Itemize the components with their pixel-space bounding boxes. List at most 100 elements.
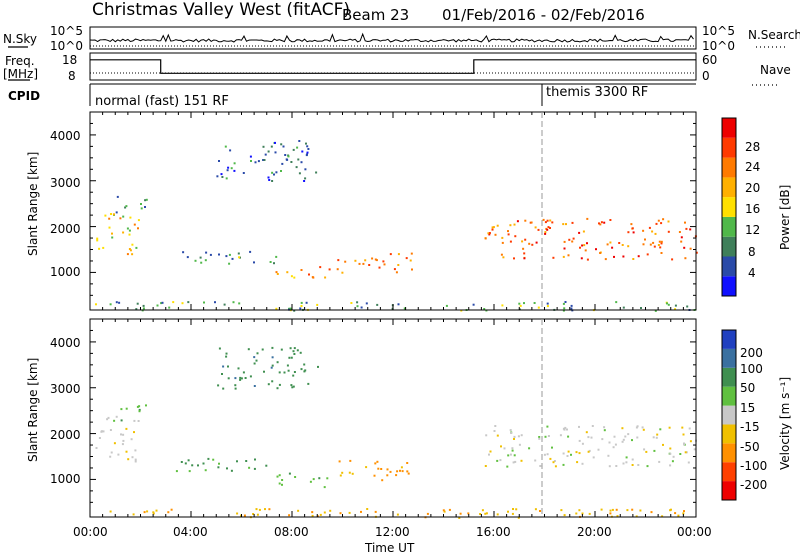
- echo-cell: [501, 236, 504, 239]
- echo-cell: [274, 151, 277, 154]
- echo-cell: [286, 271, 289, 274]
- plot-title: Christmas Valley West (fitACF): [92, 0, 350, 20]
- colorbar-swatch: [722, 348, 736, 368]
- echo-cell: [96, 239, 99, 242]
- echo-cell: [547, 226, 550, 229]
- echo-cell: [667, 303, 670, 306]
- echo-cell: [587, 436, 590, 439]
- echo-cell: [271, 346, 274, 349]
- echo-cell: [496, 224, 499, 227]
- echo-cell: [609, 219, 612, 221]
- echo-cell: [300, 305, 303, 307]
- echo-cell: [491, 228, 494, 231]
- echo-cell: [339, 512, 342, 515]
- echo-cell: [562, 309, 565, 312]
- echo-cell: [563, 240, 566, 243]
- echo-cell: [222, 387, 225, 390]
- colorbar-swatch: [722, 367, 736, 387]
- velocity-cbar-tick-100: 100: [740, 362, 763, 376]
- echo-cell: [214, 301, 216, 304]
- echo-cell: [588, 449, 591, 452]
- echo-cell: [207, 457, 210, 460]
- velocity-tick-marks: [89, 318, 697, 517]
- echo-cell: [637, 464, 640, 466]
- echo-cell: [187, 459, 190, 462]
- echo-cell: [275, 307, 278, 310]
- echo-cell: [133, 431, 135, 434]
- echo-cell: [653, 245, 656, 248]
- colorbar-swatch: [722, 157, 736, 178]
- echo-cell: [567, 435, 570, 438]
- noise-panel-frame: [89, 26, 697, 50]
- echo-cell: [389, 470, 392, 473]
- echo-cell: [488, 453, 490, 456]
- echo-cell: [292, 148, 295, 151]
- echo-cell: [562, 427, 565, 430]
- x-axis-label: Time UT: [364, 541, 415, 554]
- echo-cell: [481, 509, 484, 512]
- echo-cell: [303, 180, 306, 182]
- echo-cell: [582, 230, 585, 233]
- echo-cell: [503, 447, 506, 450]
- freq-right-tick-top: 60: [702, 53, 717, 67]
- echo-cell: [263, 370, 265, 373]
- echo-cell: [652, 241, 655, 244]
- echo-cell: [611, 508, 614, 511]
- echo-cell: [632, 231, 635, 234]
- echo-cell: [683, 246, 686, 249]
- echo-cell: [659, 246, 662, 249]
- echo-cell: [507, 454, 510, 457]
- echo-cell: [674, 512, 677, 515]
- echo-cell: [546, 302, 549, 305]
- echo-cell: [631, 458, 634, 461]
- echo-cell: [671, 258, 674, 261]
- echo-cell: [271, 356, 274, 359]
- echo-cell: [290, 275, 293, 278]
- echo-cell: [293, 371, 296, 373]
- echo-cell: [680, 236, 683, 239]
- echo-cell: [339, 474, 342, 477]
- echo-cell: [655, 222, 658, 225]
- echo-cell: [546, 453, 549, 456]
- echo-cell: [236, 460, 238, 463]
- echo-cell: [284, 154, 287, 156]
- echo-cell: [570, 307, 573, 310]
- echo-cell: [140, 207, 143, 210]
- echo-cell: [228, 253, 231, 256]
- echo-cell: [657, 244, 660, 246]
- echo-cell: [507, 230, 509, 233]
- noise-left-tick-top: 10^5: [50, 24, 83, 38]
- echo-cell: [509, 429, 512, 432]
- echo-cell: [249, 155, 252, 158]
- echo-cell: [586, 217, 589, 220]
- echo-cell: [290, 356, 293, 359]
- echo-cell: [693, 448, 696, 451]
- echo-cell: [137, 420, 140, 422]
- echo-cell: [268, 179, 271, 181]
- echo-cell: [229, 149, 232, 152]
- echo-cell: [621, 440, 624, 443]
- echo-cell: [375, 259, 378, 262]
- colorbar-swatch: [722, 118, 736, 138]
- echo-cell: [538, 437, 541, 440]
- echo-cell: [144, 199, 147, 202]
- echo-cell: [563, 514, 566, 517]
- echo-cell: [222, 365, 225, 368]
- echo-cell: [512, 508, 514, 510]
- echo-cell: [218, 462, 220, 465]
- echo-cell: [225, 255, 228, 258]
- echo-cell: [281, 162, 284, 165]
- echo-cell: [654, 232, 657, 235]
- echo-cell: [227, 377, 230, 380]
- echo-cell: [117, 453, 120, 456]
- echo-cell: [493, 430, 496, 432]
- echo-cell: [245, 460, 248, 462]
- cpid-label: CPID: [8, 89, 40, 103]
- echo-cell: [401, 470, 404, 473]
- echo-cell: [155, 509, 158, 512]
- echo-cell: [662, 443, 664, 446]
- echo-cell: [575, 512, 578, 515]
- echo-cell: [533, 302, 536, 304]
- echo-cell: [562, 255, 565, 258]
- echo-cell: [292, 374, 295, 377]
